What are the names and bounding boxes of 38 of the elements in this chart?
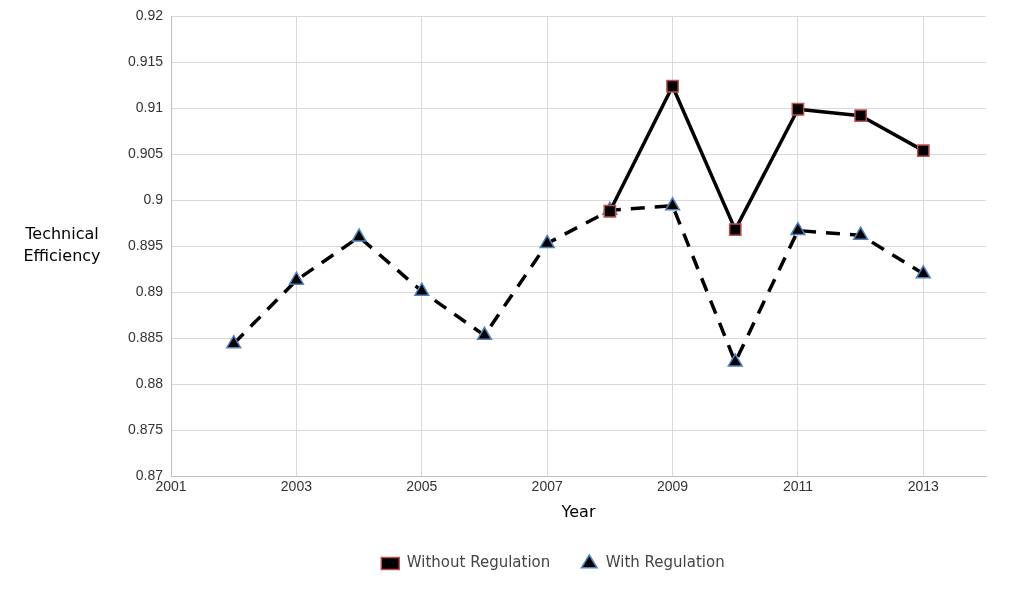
point [916, 144, 930, 158]
y-tick-label: 0.905 [127, 145, 164, 162]
point [666, 79, 679, 93]
point [288, 271, 305, 285]
point [727, 353, 743, 367]
point [603, 204, 617, 218]
point [790, 221, 806, 236]
y-tick-label: 0.91 [135, 99, 164, 116]
point [351, 228, 367, 242]
point [414, 282, 430, 296]
y-tick-label: 0.92 [135, 7, 164, 24]
y-tick-label: 0.915 [127, 53, 164, 70]
legend-label: Without Regulation [406, 553, 551, 572]
y-tick-label: 0.9 [143, 191, 164, 208]
y-axis-title: Technical Efficiency [23, 224, 101, 266]
point [791, 102, 805, 116]
y-tick-label: 0.885 [127, 328, 164, 345]
legend-label: With Regulation [605, 553, 725, 572]
x-tick-label: 2005 [406, 478, 438, 495]
x-axis-title: Year [560, 501, 596, 521]
x-tick-label: 2007 [531, 478, 563, 495]
y-tick-label: 0.875 [127, 420, 164, 437]
point [915, 265, 931, 279]
point [539, 234, 555, 249]
y-tick-label: 0.895 [127, 237, 164, 254]
x-tick-label: 2011 [782, 478, 814, 495]
y-tick-label: 0.88 [135, 374, 164, 391]
y-tick-label: 0.89 [135, 283, 164, 300]
x-tick-label: 2003 [280, 478, 313, 495]
point [852, 226, 869, 240]
point [226, 334, 242, 349]
point [854, 109, 868, 123]
x-tick-label: 2013 [907, 478, 940, 495]
x-tick-label: 2001 [155, 478, 187, 495]
point [476, 326, 493, 341]
point [664, 197, 681, 211]
x-tick-label: 2009 [656, 478, 689, 495]
point [728, 223, 742, 237]
